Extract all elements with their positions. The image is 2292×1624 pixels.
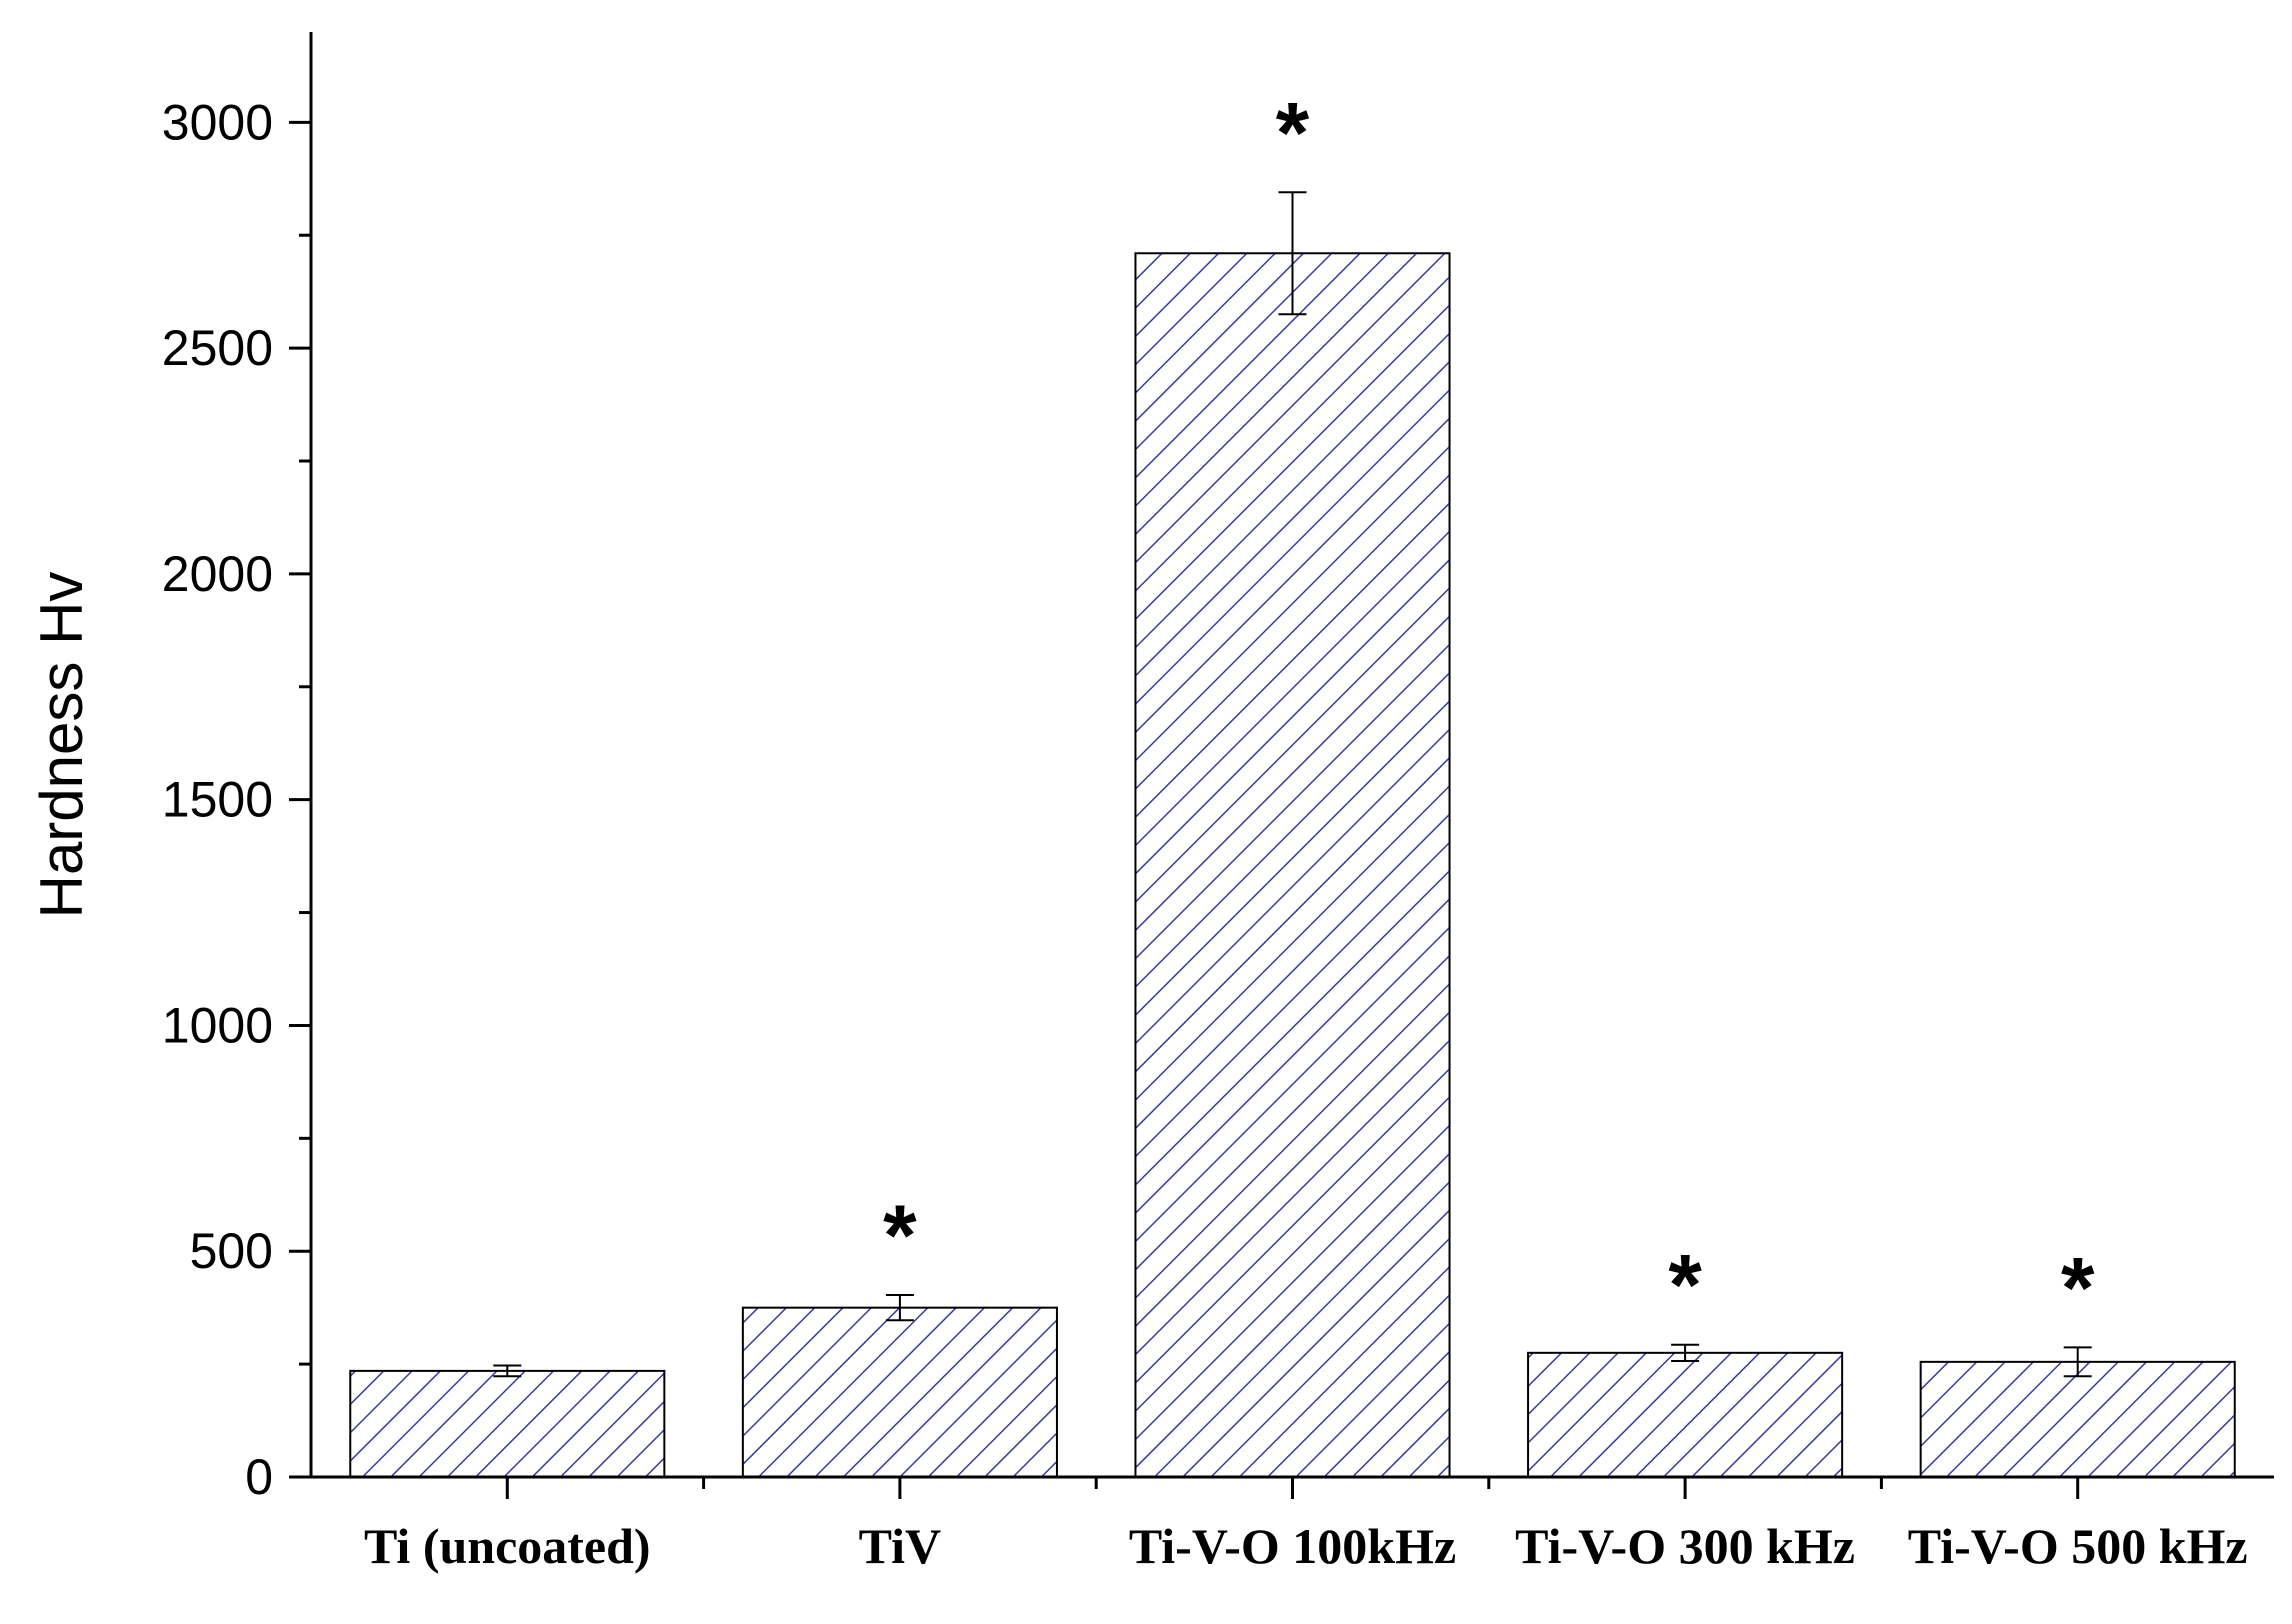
significance-layer: * * * * xyxy=(883,85,2095,1336)
y-tick-label-2: 1000 xyxy=(162,997,273,1053)
x-tick-label-1: TiV xyxy=(859,1518,941,1574)
error-bars-layer xyxy=(493,191,2092,1378)
axes-layer xyxy=(289,32,2274,1499)
y-tick-label-5: 2500 xyxy=(162,320,273,376)
significance-star-1: * xyxy=(883,1188,917,1284)
y-tick-label-1: 500 xyxy=(190,1223,273,1279)
y-tick-label-3: 1500 xyxy=(162,772,273,828)
y-tick-label-6: 3000 xyxy=(162,94,273,150)
bar-3 xyxy=(1527,1351,1844,1478)
bar-0 xyxy=(349,1369,666,1478)
significance-star-4: * xyxy=(2061,1240,2095,1336)
bar-2 xyxy=(1134,252,1451,1478)
x-tick-label-2: Ti-V-O 100kHz xyxy=(1129,1518,1456,1574)
y-tick-label-4: 2000 xyxy=(162,546,273,602)
x-tick-label-0: Ti (uncoated) xyxy=(364,1518,651,1574)
bar-4 xyxy=(1919,1360,2236,1478)
bar-1 xyxy=(741,1306,1058,1478)
labels-layer: Ti (uncoated) TiV Ti-V-O 100kHz Ti-V-O 300 … xyxy=(162,94,2248,1574)
x-tick-label-3: Ti-V-O 300 kHz xyxy=(1515,1518,1855,1574)
y-axis-title: Hardness Hv xyxy=(28,572,95,919)
significance-star-2: * xyxy=(1276,85,1310,181)
x-tick-label-4: Ti-V-O 500 kHz xyxy=(1908,1518,2248,1574)
y-tick-label-0: 0 xyxy=(245,1449,273,1505)
significance-star-3: * xyxy=(1668,1238,1702,1334)
bars-layer xyxy=(349,252,2236,1478)
